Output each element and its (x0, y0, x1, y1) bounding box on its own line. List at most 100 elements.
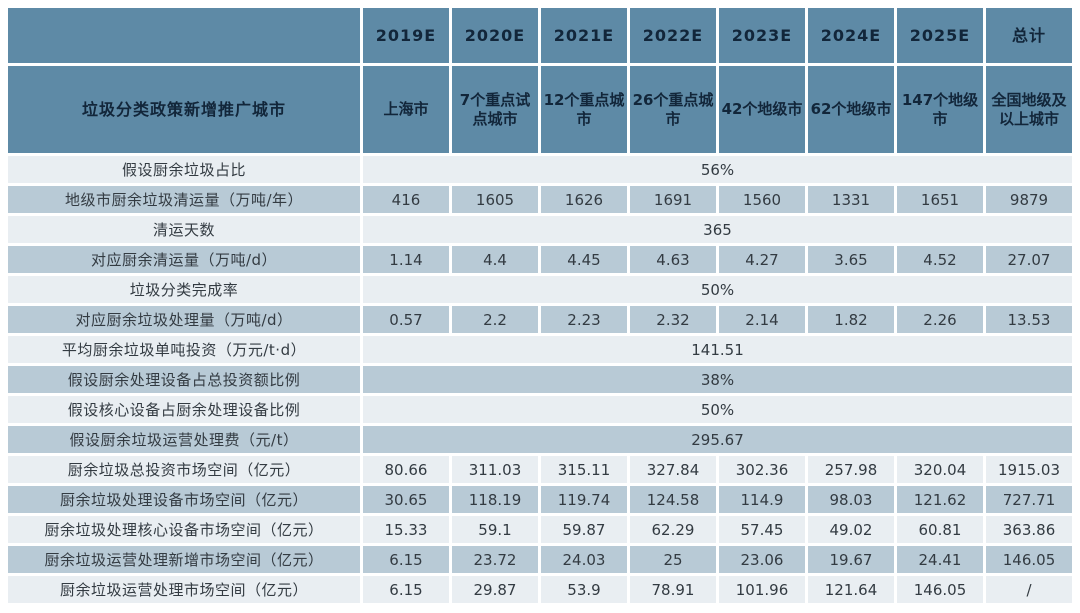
cell-value: 6.15 (363, 546, 449, 573)
table-row: 对应厨余垃圾处理量（万吨/d） 0.57 2.2 2.23 2.32 2.14 1.82 2.… (8, 306, 1072, 333)
cell-value: 2.23 (541, 306, 627, 333)
cell-value: 78.91 (630, 576, 716, 603)
row-label: 清运天数 (8, 216, 360, 243)
cell-value: 53.9 (541, 576, 627, 603)
cell-value: 98.03 (808, 486, 894, 513)
merged-value-cell: 141.51 (363, 336, 1072, 363)
row-label: 假设厨余垃圾运营处理费（元/t） (8, 426, 360, 453)
cell-value: 3.65 (808, 246, 894, 273)
cell-value: 60.81 (897, 516, 983, 543)
cell-value: 2.2 (452, 306, 538, 333)
table-row: 平均厨余垃圾单吨投资（万元/t·d） 141.51 (8, 336, 1072, 363)
cell-value: 25 (630, 546, 716, 573)
cell-value: 4.27 (719, 246, 805, 273)
cell-value: 1651 (897, 186, 983, 213)
cell-value: 4.4 (452, 246, 538, 273)
row-label: 厨余垃圾运营处理新增市场空间（亿元） (8, 546, 360, 573)
cell-value: / (986, 576, 1072, 603)
cell-value: 2.14 (719, 306, 805, 333)
cell-value: 23.72 (452, 546, 538, 573)
table-row: 厨余垃圾运营处理新增市场空间（亿元） 6.15 23.72 24.03 25 23.06 1… (8, 546, 1072, 573)
table-row: 地级市厨余垃圾清运量（万吨/年） 416 1605 1626 1691 1560 1331 1… (8, 186, 1072, 213)
cell-value: 2.26 (897, 306, 983, 333)
cell-value: 1691 (630, 186, 716, 213)
cell-value: 416 (363, 186, 449, 213)
merged-value-cell: 365 (363, 216, 1072, 243)
row-label: 厨余垃圾总投资市场空间（亿元） (8, 456, 360, 483)
cell-value: 29.87 (452, 576, 538, 603)
table-row: 厨余垃圾处理设备市场空间（亿元） 30.65 118.19 119.74 124.58 1… (8, 486, 1072, 513)
row-label: 厨余垃圾运营处理市场空间（亿元） (8, 576, 360, 603)
row-label: 对应厨余清运量（万吨/d） (8, 246, 360, 273)
cell-value: 23.06 (719, 546, 805, 573)
col-subheader-6: 62个地级市 (808, 66, 894, 153)
col-subheader-1: 上海市 (363, 66, 449, 153)
cell-value: 13.53 (986, 306, 1072, 333)
forecast-table: 2019E 2020E 2021E 2022E 2023E 2024E 2025E 总计 垃圾… (5, 5, 1075, 606)
col-header-总计: 总计 (986, 8, 1072, 63)
table-row: 清运天数 365 (8, 216, 1072, 243)
cell-value: 114.9 (719, 486, 805, 513)
cell-value: 320.04 (897, 456, 983, 483)
cell-value: 1915.03 (986, 456, 1072, 483)
cell-value: 6.15 (363, 576, 449, 603)
col-header-2024E: 2024E (808, 8, 894, 63)
cell-value: 727.71 (986, 486, 1072, 513)
merged-value-cell: 38% (363, 366, 1072, 393)
cell-value: 257.98 (808, 456, 894, 483)
cell-value: 1.14 (363, 246, 449, 273)
city-header-row: 垃圾分类政策新增推广城市 上海市 7个重点试点城市 12个重点城市 26个重点城市 42个… (8, 66, 1072, 153)
cell-value: 1.82 (808, 306, 894, 333)
cell-value: 0.57 (363, 306, 449, 333)
cell-value: 1560 (719, 186, 805, 213)
table-row: 厨余垃圾运营处理市场空间（亿元） 6.15 29.87 53.9 78.91 101.96… (8, 576, 1072, 603)
table-row: 厨余垃圾处理核心设备市场空间（亿元） 15.33 59.1 59.87 62.29 57.… (8, 516, 1072, 543)
cell-value: 302.36 (719, 456, 805, 483)
cell-value: 124.58 (630, 486, 716, 513)
cell-value: 119.74 (541, 486, 627, 513)
cell-value: 311.03 (452, 456, 538, 483)
merged-value-cell: 50% (363, 396, 1072, 423)
cell-value: 80.66 (363, 456, 449, 483)
col-subheader-7: 147个地级市 (897, 66, 983, 153)
cell-value: 315.11 (541, 456, 627, 483)
cell-value: 4.45 (541, 246, 627, 273)
col-subheader-3: 12个重点城市 (541, 66, 627, 153)
cell-value: 30.65 (363, 486, 449, 513)
cell-value: 59.87 (541, 516, 627, 543)
cell-value: 59.1 (452, 516, 538, 543)
table-row: 假设核心设备占厨余处理设备比例 50% (8, 396, 1072, 423)
merged-value-cell: 56% (363, 156, 1072, 183)
table-row: 假设厨余处理设备占总投资额比例 38% (8, 366, 1072, 393)
cell-value: 57.45 (719, 516, 805, 543)
cell-value: 363.86 (986, 516, 1072, 543)
row-label: 垃圾分类完成率 (8, 276, 360, 303)
col-subheader-2: 7个重点试点城市 (452, 66, 538, 153)
cell-value: 24.03 (541, 546, 627, 573)
row-label: 平均厨余垃圾单吨投资（万元/t·d） (8, 336, 360, 363)
cell-value: 62.29 (630, 516, 716, 543)
table-header: 2019E 2020E 2021E 2022E 2023E 2024E 2025E 总计 垃圾… (8, 8, 1072, 153)
col-subheader-4: 26个重点城市 (630, 66, 716, 153)
cell-value: 24.41 (897, 546, 983, 573)
cell-value: 146.05 (897, 576, 983, 603)
col-header-2025E: 2025E (897, 8, 983, 63)
col-header-2020E: 2020E (452, 8, 538, 63)
cell-value: 2.32 (630, 306, 716, 333)
merged-value-cell: 50% (363, 276, 1072, 303)
table-row: 假设厨余垃圾占比 56% (8, 156, 1072, 183)
cell-value: 327.84 (630, 456, 716, 483)
col-header-2021E: 2021E (541, 8, 627, 63)
row-label: 地级市厨余垃圾清运量（万吨/年） (8, 186, 360, 213)
cell-value: 146.05 (986, 546, 1072, 573)
cell-value: 1605 (452, 186, 538, 213)
col-subheader-8: 全国地级及以上城市 (986, 66, 1072, 153)
table-row: 对应厨余清运量（万吨/d） 1.14 4.4 4.45 4.63 4.27 3.65 4.52… (8, 246, 1072, 273)
cell-value: 19.67 (808, 546, 894, 573)
cell-value: 49.02 (808, 516, 894, 543)
row-label: 厨余垃圾处理核心设备市场空间（亿元） (8, 516, 360, 543)
merged-value-cell: 295.67 (363, 426, 1072, 453)
table-row: 假设厨余垃圾运营处理费（元/t） 295.67 (8, 426, 1072, 453)
table-row: 垃圾分类完成率 50% (8, 276, 1072, 303)
row-label: 假设核心设备占厨余处理设备比例 (8, 396, 360, 423)
